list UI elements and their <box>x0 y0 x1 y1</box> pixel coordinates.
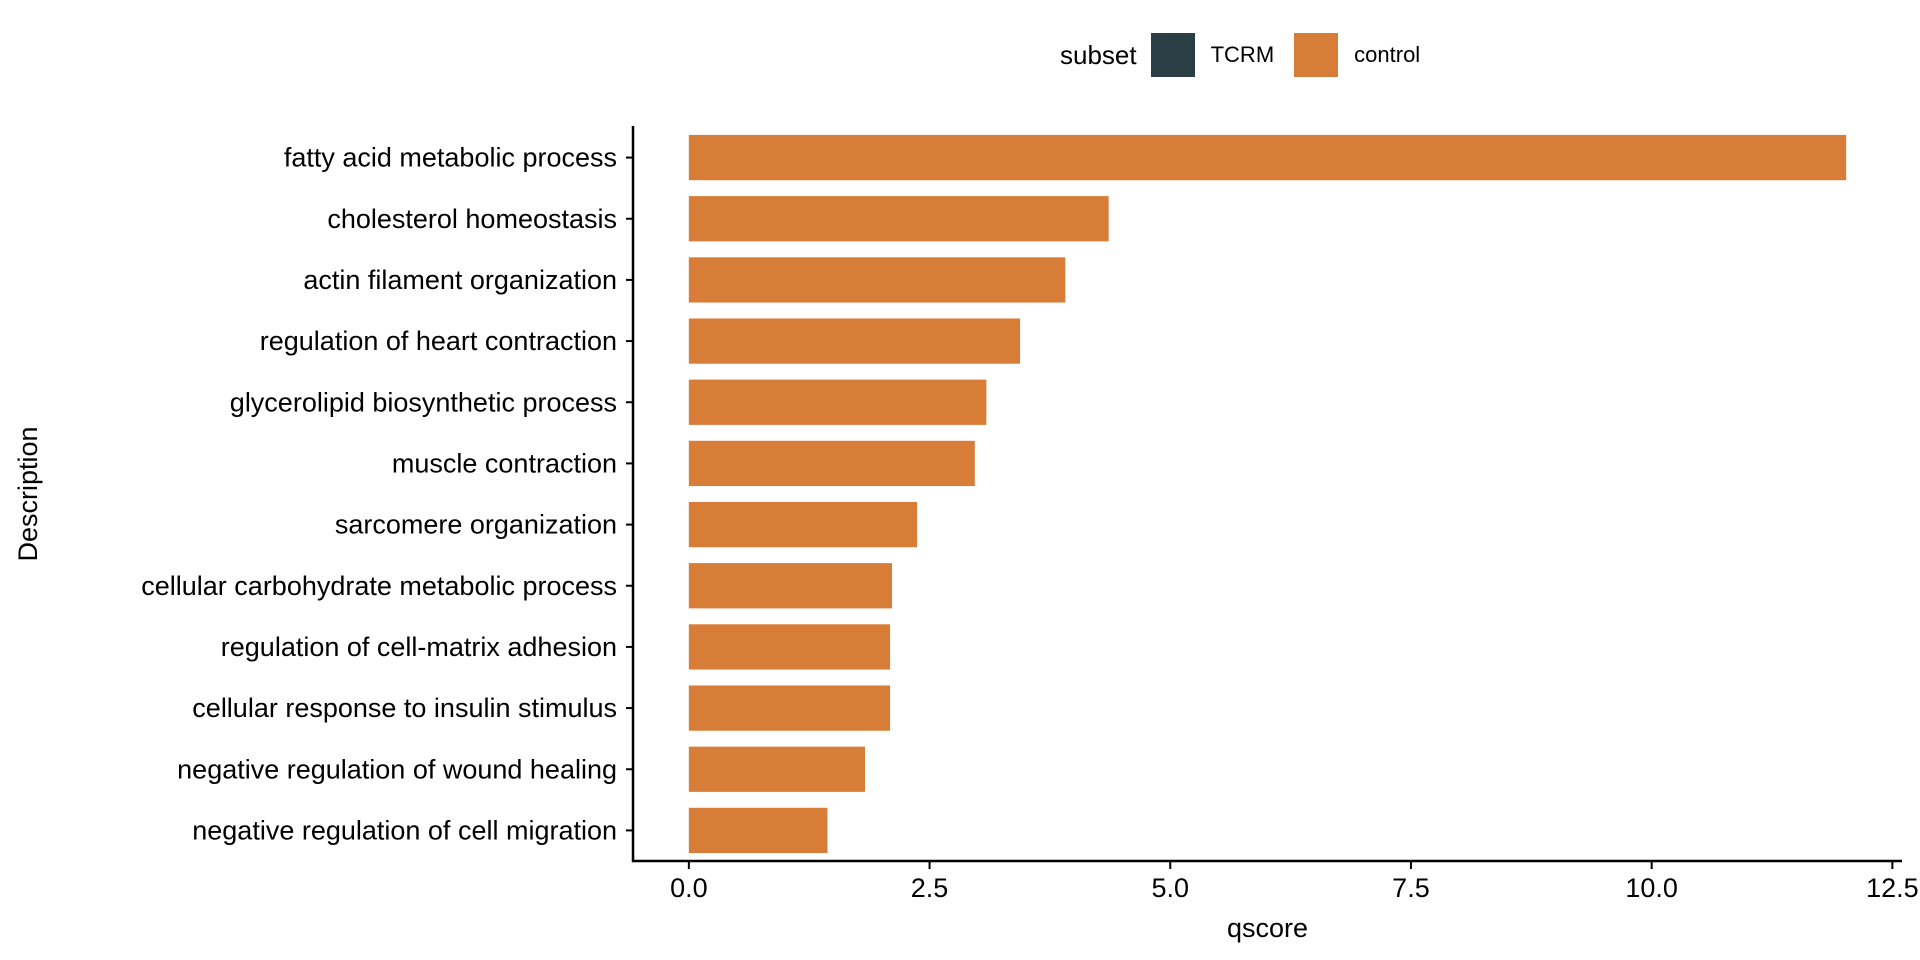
bar-5 <box>688 379 987 425</box>
y-axis-title: Description <box>13 426 43 561</box>
category-label-12: negative regulation of cell migration <box>192 815 617 845</box>
category-label-7: sarcomere organization <box>335 510 617 540</box>
bar-3 <box>688 257 1066 303</box>
x-tick-label-1: 0.0 <box>670 873 708 903</box>
legend-title: subset <box>1060 39 1137 70</box>
category-label-9: regulation of cell-matrix adhesion <box>221 632 617 662</box>
category-label-11: negative regulation of wound healing <box>177 754 617 784</box>
category-label-8: cellular carbohydrate metabolic process <box>141 571 617 601</box>
bar-6 <box>688 440 975 487</box>
category-label-3: actin filament organization <box>303 265 617 295</box>
category-label-2: cholesterol homeostasis <box>327 204 617 234</box>
legend-label-control: control <box>1354 42 1421 67</box>
category-label-10: cellular response to insulin stimulus <box>192 693 617 723</box>
legend-swatch-tcrm <box>1150 33 1195 77</box>
legend-item-control: control <box>1294 33 1420 77</box>
legend-item-tcrm: TCRM <box>1150 33 1275 77</box>
category-label-1: fatty acid metabolic process <box>284 143 617 173</box>
x-tick-label-4: 7.5 <box>1392 873 1430 903</box>
legend-label-tcrm: TCRM <box>1210 42 1275 67</box>
x-tick-label-5: 10.0 <box>1625 873 1678 903</box>
category-label-5: glycerolipid biosynthetic process <box>230 387 617 417</box>
legend-swatch-control <box>1294 33 1339 77</box>
bar-11 <box>688 746 866 792</box>
bar-1 <box>688 134 1847 181</box>
bar-2 <box>688 196 1109 242</box>
bar-12 <box>688 807 828 854</box>
x-tick-label-3: 5.0 <box>1151 873 1189 903</box>
bar-7 <box>688 501 918 548</box>
category-label-6: muscle contraction <box>392 448 617 478</box>
bar-4 <box>688 318 1021 364</box>
bar-10 <box>688 685 891 731</box>
x-axis-title: qscore <box>1227 913 1308 943</box>
legend: subset TCRM control <box>1060 30 1440 80</box>
bar-8 <box>688 563 892 609</box>
category-label-4: regulation of heart contraction <box>260 326 617 356</box>
bar-9 <box>688 624 891 670</box>
x-tick-label-6: 12.5 <box>1866 873 1919 903</box>
x-tick-label-2: 2.5 <box>911 873 949 903</box>
